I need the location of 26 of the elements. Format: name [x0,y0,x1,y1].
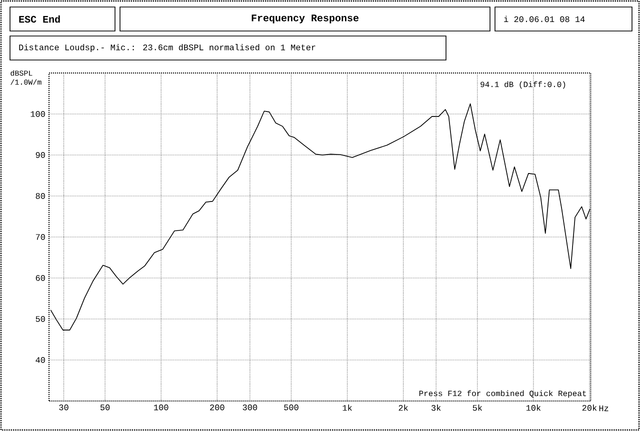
x-tick-label: 1k [342,404,352,411]
x-axis-title: Hz [599,405,608,412]
x-tick-label: 30 [59,404,68,410]
x-tick-label: 500 [284,404,298,410]
x-tick-label: 100 [154,404,168,410]
x-tick-label: 20k [582,404,597,411]
x-tick-label: 10k [526,404,541,411]
y-tick-label: 80 [36,193,45,199]
x-tick-label: 50 [100,404,110,410]
y-tick-label: 100 [30,111,45,117]
text: i 20.06.01 08 14 [504,16,585,22]
x-tick-label: 5k [472,404,482,411]
y-tick-label: 90 [36,152,45,158]
x-tick-label: 200 [210,404,224,410]
y-tick-label: 50 [36,316,45,322]
text: ESC End [19,15,60,23]
y-tick-label: 40 [36,357,45,363]
annotation: Press F12 for combined Quick Repeat [419,390,586,398]
chart-subtitle: Distance Loudsp.- Mic.: 23.6cm dBSPL normalised on 1 Meter [19,44,316,52]
x-tick-label: 300 [242,404,258,410]
y-tick-label: 60 [36,275,45,281]
x-tick-label: 3k [432,404,441,411]
chart-title: Frequency Response [252,14,359,24]
x-tick-label: 2k [398,404,408,411]
y-tick-label: 70 [36,234,45,240]
annotation: 94.1 dB (Diff:0.0) [480,81,566,89]
